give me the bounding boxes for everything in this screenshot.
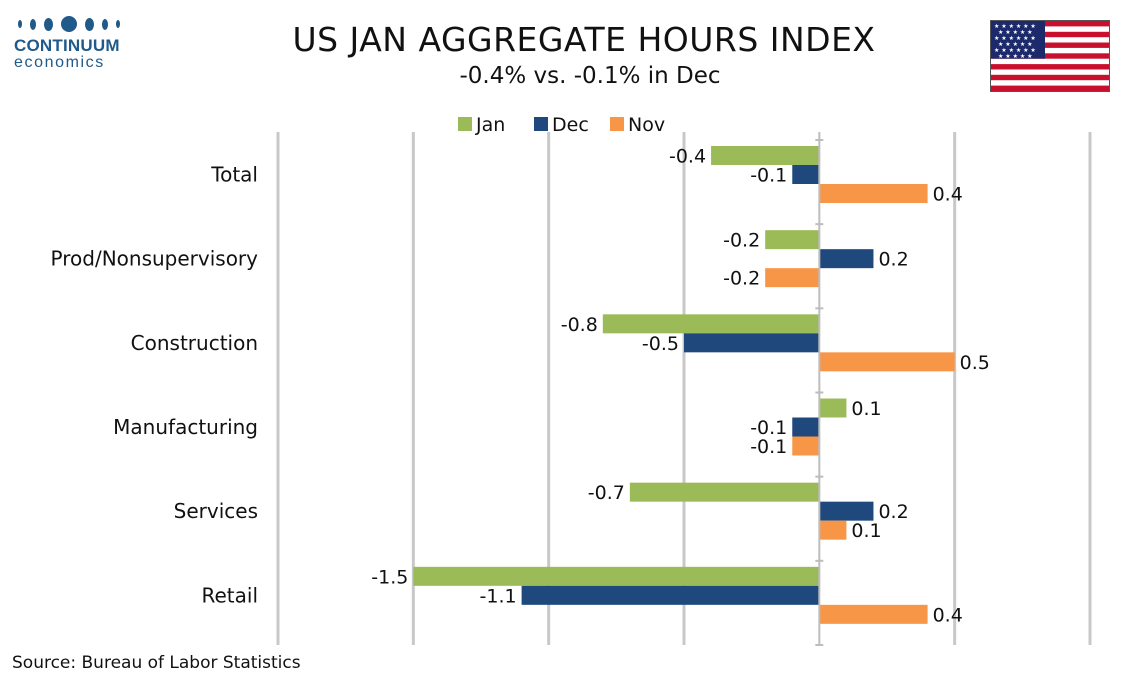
bar-dec — [684, 333, 820, 353]
chart-grid — [276, 132, 1092, 645]
legend-swatch-jan — [458, 117, 472, 131]
legend-label-dec: Dec — [552, 114, 589, 136]
data-label: -0.1 — [750, 165, 787, 187]
bar-dec — [521, 585, 820, 605]
brand-logo: CONTINUUM economics — [14, 14, 144, 71]
bar-dec — [819, 249, 874, 269]
svg-text:★ ★ ★ ★ ★ ★: ★ ★ ★ ★ ★ ★ — [994, 23, 1036, 30]
bar-nov — [819, 604, 928, 624]
svg-text:★ ★ ★ ★ ★ ★: ★ ★ ★ ★ ★ ★ — [994, 47, 1036, 54]
bar-nov — [792, 436, 820, 456]
bar-nov — [819, 184, 928, 203]
bar-nov — [765, 268, 820, 288]
category-label: Prod/Nonsupervisory — [51, 247, 259, 271]
chart-bars — [413, 146, 955, 624]
bar-jan — [765, 230, 820, 250]
data-label: -1.5 — [371, 566, 408, 588]
data-label: -0.4 — [669, 146, 706, 168]
bar-nov — [819, 520, 847, 540]
data-label: -0.1 — [750, 436, 787, 458]
svg-text:★ ★ ★ ★ ★: ★ ★ ★ ★ ★ — [998, 53, 1033, 60]
bar-dec — [792, 165, 820, 184]
brand-name: CONTINUUM — [14, 36, 120, 55]
data-label: -0.5 — [642, 333, 679, 355]
category-label: Construction — [131, 331, 258, 355]
legend-label-nov: Nov — [628, 114, 665, 136]
bar-jan — [629, 482, 820, 502]
data-label: 0.5 — [960, 352, 990, 374]
bar-dec — [819, 501, 874, 521]
bar-jan — [711, 146, 820, 165]
bar-jan — [413, 566, 820, 586]
continuum-logo-icon — [18, 14, 144, 34]
data-label: 0.2 — [878, 249, 908, 271]
svg-text:★ ★ ★ ★ ★ ★: ★ ★ ★ ★ ★ ★ — [994, 35, 1036, 42]
source-note: Source: Bureau of Labor Statistics — [12, 653, 301, 673]
data-label: -0.2 — [723, 268, 760, 290]
legend-swatch-dec — [534, 117, 548, 131]
bar-jan — [602, 314, 820, 334]
brand-sub: economics — [14, 54, 105, 71]
legend-label-jan: Jan — [475, 114, 505, 136]
chart-subtitle: -0.4% vs. -0.1% in Dec — [459, 63, 721, 89]
data-label: 0.4 — [933, 604, 963, 626]
chart-title: US JAN AGGREGATE HOURS INDEX — [292, 20, 876, 59]
data-label: 0.4 — [933, 184, 963, 206]
data-label: -0.7 — [588, 482, 625, 504]
legend-swatch-nov — [610, 117, 624, 131]
bar-jan — [819, 398, 847, 418]
bar-dec — [792, 417, 820, 437]
svg-text:★ ★ ★ ★ ★: ★ ★ ★ ★ ★ — [998, 29, 1033, 36]
data-label: 0.1 — [851, 520, 881, 542]
svg-text:★ ★ ★ ★ ★: ★ ★ ★ ★ ★ — [998, 41, 1033, 48]
zero-axis — [815, 132, 824, 646]
data-label: 0.1 — [851, 398, 881, 420]
category-label: Services — [174, 499, 258, 523]
data-label: -1.1 — [480, 585, 517, 607]
category-label: Total — [210, 163, 258, 187]
category-labels: Total Prod/Nonsupervisory Construction Manu… — [51, 163, 259, 608]
data-label: 0.2 — [878, 501, 908, 523]
chart-legend: Jan Dec Nov — [458, 114, 665, 136]
category-label: Retail — [201, 583, 258, 607]
bar-nov — [819, 352, 955, 372]
data-label: -0.2 — [723, 230, 760, 252]
us-flag-icon: ★ ★ ★ ★ ★ ★ ★ ★ ★ ★ ★ ★ ★ ★ ★ ★ ★ ★ ★ ★ … — [990, 20, 1110, 92]
data-label: -0.8 — [561, 314, 598, 336]
data-labels: -0.4 -0.1 0.4 -0.2 0.2 -0.2 -0.8 -0.5 0.5 0.1 -0.1… — [371, 146, 990, 627]
data-label: -0.1 — [750, 417, 787, 439]
category-label: Manufacturing — [113, 415, 258, 439]
